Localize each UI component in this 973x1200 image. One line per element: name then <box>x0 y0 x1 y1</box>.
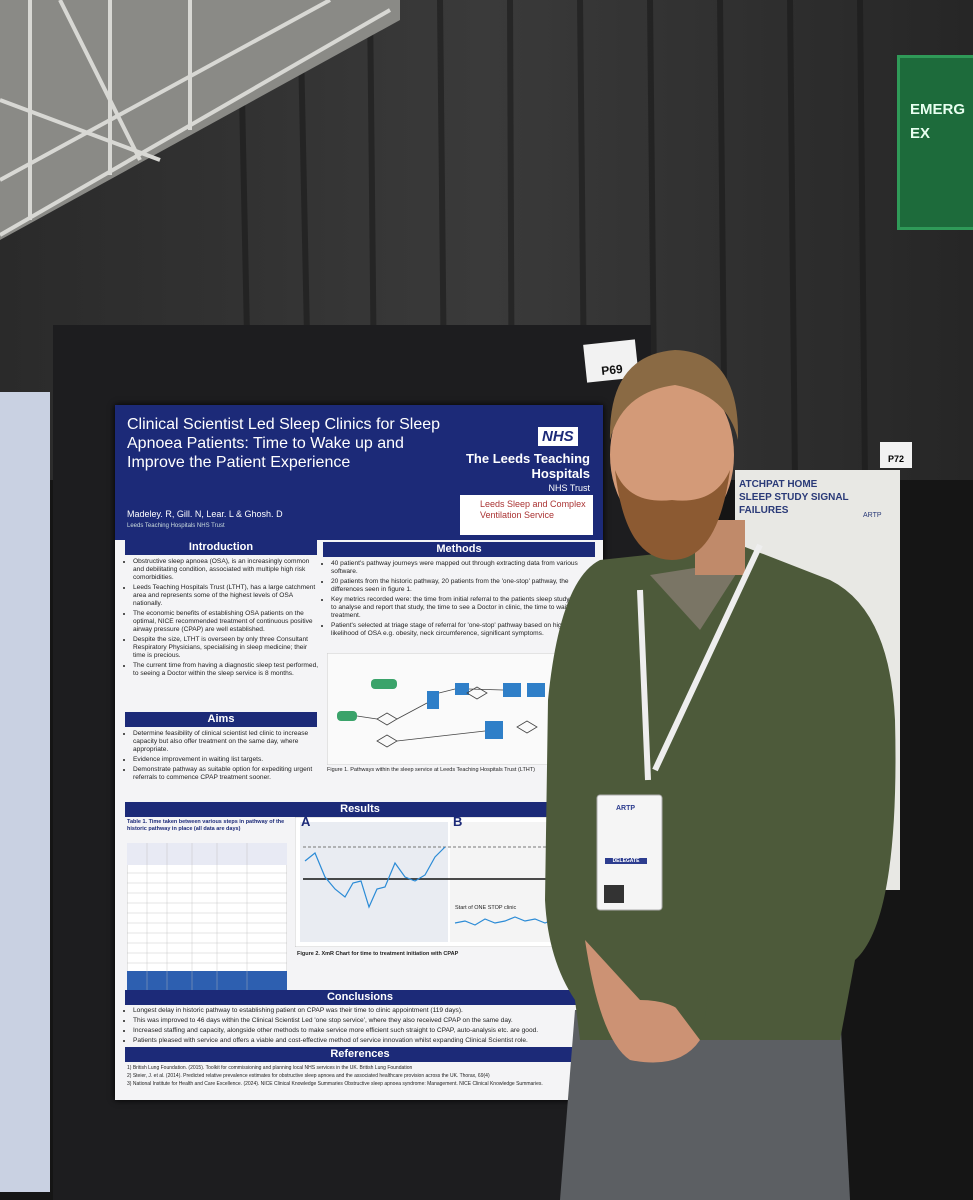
beard <box>615 470 730 560</box>
hands <box>585 940 700 1063</box>
list-item: Longest delay in historic pathway to est… <box>133 1007 599 1015</box>
shape <box>304 846 446 909</box>
poster-affiliation: Leeds Teaching Hospitals NHS Trust <box>127 523 225 529</box>
exit-sign: EMERG EX <box>897 55 973 230</box>
hair <box>609 350 739 440</box>
figure-caption: Figure 2. XmR Chart for time to treatmen… <box>297 951 459 957</box>
list-item: 2) Steier, J. et al. (2014). Predicted r… <box>127 1073 490 1079</box>
shape <box>127 843 287 993</box>
list-item: Despite the size, LTHT is overseen by on… <box>133 636 319 660</box>
sleeve <box>640 930 708 1040</box>
list-item: 40 patient's pathway journeys were mappe… <box>331 560 599 576</box>
list-item: Evidence improvement in waiting list tar… <box>133 756 319 764</box>
poster-title: Clinical Scientist Led Sleep Clinics for… <box>127 416 441 471</box>
shape <box>371 679 397 689</box>
shape <box>337 711 357 721</box>
list-item: Demonstrate pathway as suitable option f… <box>133 766 319 782</box>
shape <box>58 0 142 161</box>
badge <box>596 794 663 911</box>
references-list: 1) British Lung Foundation. (2015). Tool… <box>119 1065 597 1089</box>
list-item: This was improved to 46 days within the … <box>133 1017 599 1025</box>
shape <box>0 8 391 237</box>
methods-list: 40 patient's pathway journeys were mappe… <box>323 560 599 640</box>
list-item: Increased staffing and capacity, alongsi… <box>133 1027 599 1035</box>
ceiling-truss <box>0 0 391 237</box>
badge-qr <box>604 885 624 903</box>
list-item: Key metrics recorded were: the time from… <box>331 596 599 620</box>
shape <box>376 734 398 748</box>
badge-logo: ARTP <box>616 805 636 812</box>
shape <box>356 686 538 748</box>
list-item: Patient's selected at triage stage of re… <box>331 622 599 638</box>
left-poster <box>0 392 50 1192</box>
shape <box>455 683 469 695</box>
shape <box>438 688 456 694</box>
shape <box>787 0 798 481</box>
list-item: The current time from having a diagnosti… <box>133 662 319 678</box>
introduction-list: Obstructive sleep apnoea (OSA), is an in… <box>125 558 319 680</box>
lanyard <box>637 543 763 781</box>
chart-annotation: Start of ONE STOP clinic <box>455 905 517 911</box>
figure-caption: Figure 1. Pathways within the sleep serv… <box>327 767 535 773</box>
shape <box>485 721 503 739</box>
poster-header: Clinical Scientist Led Sleep Clinics for… <box>115 405 603 540</box>
section-heading: Conclusions <box>125 990 595 1005</box>
trust-name: The Leeds Teaching Hospitals <box>465 451 590 481</box>
shape <box>516 720 538 734</box>
shape <box>527 683 545 697</box>
section-heading: References <box>125 1047 595 1062</box>
shirt <box>545 545 896 1040</box>
shape <box>300 822 448 942</box>
board-number: P72 <box>880 442 912 468</box>
aims-list: Determine feasibility of clinical scient… <box>125 730 319 784</box>
shape <box>427 691 439 709</box>
shape <box>376 712 398 726</box>
nhs-logo: NHS <box>538 427 578 446</box>
list-item: 3) National Institute for Health and Car… <box>127 1081 543 1087</box>
trust-subtitle: NHS Trust <box>548 483 590 493</box>
neighbor-poster-logo: ARTP <box>863 512 882 519</box>
list-item: 1) British Lung Foundation. (2015). Tool… <box>127 1065 413 1071</box>
section-heading: Methods <box>323 542 595 557</box>
shape <box>127 843 287 993</box>
section-heading: Introduction <box>125 540 317 555</box>
shape <box>396 730 486 742</box>
list-item: Determine feasibility of clinical scient… <box>133 730 319 754</box>
table-caption: Table 1. Time taken between various step… <box>127 819 285 832</box>
panel-label: A <box>301 814 311 829</box>
face <box>610 373 734 537</box>
shape <box>468 688 504 691</box>
badge-role: DELEGATE <box>605 858 647 864</box>
section-heading: Results <box>125 802 595 817</box>
section-heading: Aims <box>125 712 317 727</box>
shape <box>466 686 488 700</box>
results-table <box>127 843 287 993</box>
collar <box>650 560 745 630</box>
neighbor-poster-title: ATCHPAT HOME SLEEP STUDY SIGNAL FAILURES <box>739 479 849 516</box>
list-item: Leeds Teaching Hospitals Trust (LTHT), h… <box>133 584 319 608</box>
list-item: The economic benefits of establishing OS… <box>133 610 319 634</box>
shape <box>503 683 521 697</box>
list-item: 20 patients from the historic pathway, 2… <box>331 578 599 594</box>
poster: Clinical Scientist Led Sleep Clinics for… <box>115 405 603 1100</box>
service-logo: Leeds Sleep and Complex Ventilation Serv… <box>460 495 593 535</box>
shape <box>396 702 428 720</box>
panel-label: B <box>453 814 463 829</box>
shape <box>356 715 378 720</box>
conclusions-list: Longest delay in historic pathway to est… <box>125 1007 599 1047</box>
poster-authors: Madeley. R, Gill. N, Lear. L & Ghosh. D <box>127 509 283 519</box>
shape <box>0 0 331 182</box>
list-item: Obstructive sleep apnoea (OSA), is an in… <box>133 558 319 582</box>
list-item: Patients pleased with service and offers… <box>133 1037 599 1045</box>
shape <box>857 0 868 481</box>
